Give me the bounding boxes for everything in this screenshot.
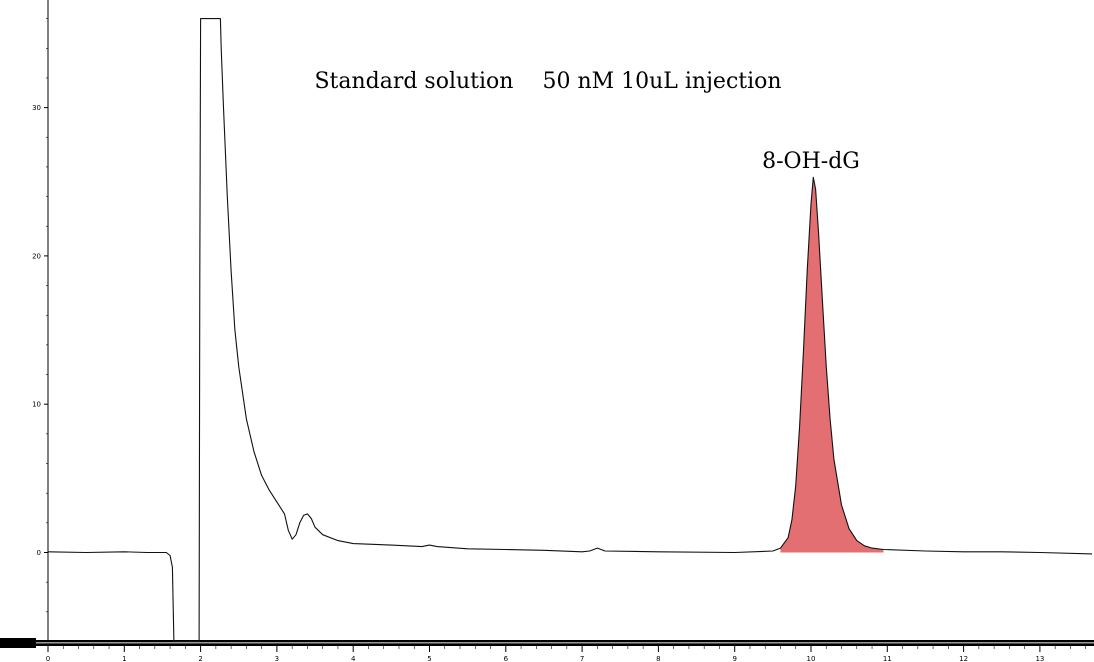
series-line	[48, 18, 1092, 642]
y-tick-label: 30	[32, 104, 41, 112]
y-tick-label: 0	[37, 549, 41, 557]
chart-title: Standard solution 50 nM 10uL injection	[314, 69, 781, 94]
x-tick-label: 9	[732, 655, 736, 662]
x-tick-label: 3	[275, 655, 279, 662]
x-tick-label: 12	[959, 655, 968, 662]
marks	[48, 18, 1092, 642]
x-tick-label: 1	[122, 655, 126, 662]
x-tick-label: 7	[580, 655, 584, 662]
x-axis-band-highlight	[0, 642, 1094, 644]
x-tick-label: 11	[883, 655, 892, 662]
peak-fill-area	[780, 177, 884, 553]
x-tick-label: 0	[46, 655, 50, 662]
x-tick-label: 8	[656, 655, 660, 662]
x-tick-label: 2	[198, 655, 202, 662]
x-axis-band-left	[0, 638, 36, 648]
x-tick-label: 10	[807, 655, 816, 662]
x-tick-label: 5	[427, 655, 431, 662]
y-tick-label: 20	[32, 252, 41, 260]
x-tick-label: 4	[351, 655, 356, 662]
peak-label: 8-OH-dG	[762, 149, 860, 174]
y-tick-label: 10	[32, 401, 41, 409]
x-tick-label: 13	[1035, 655, 1044, 662]
x-tick-label: 6	[504, 655, 509, 662]
